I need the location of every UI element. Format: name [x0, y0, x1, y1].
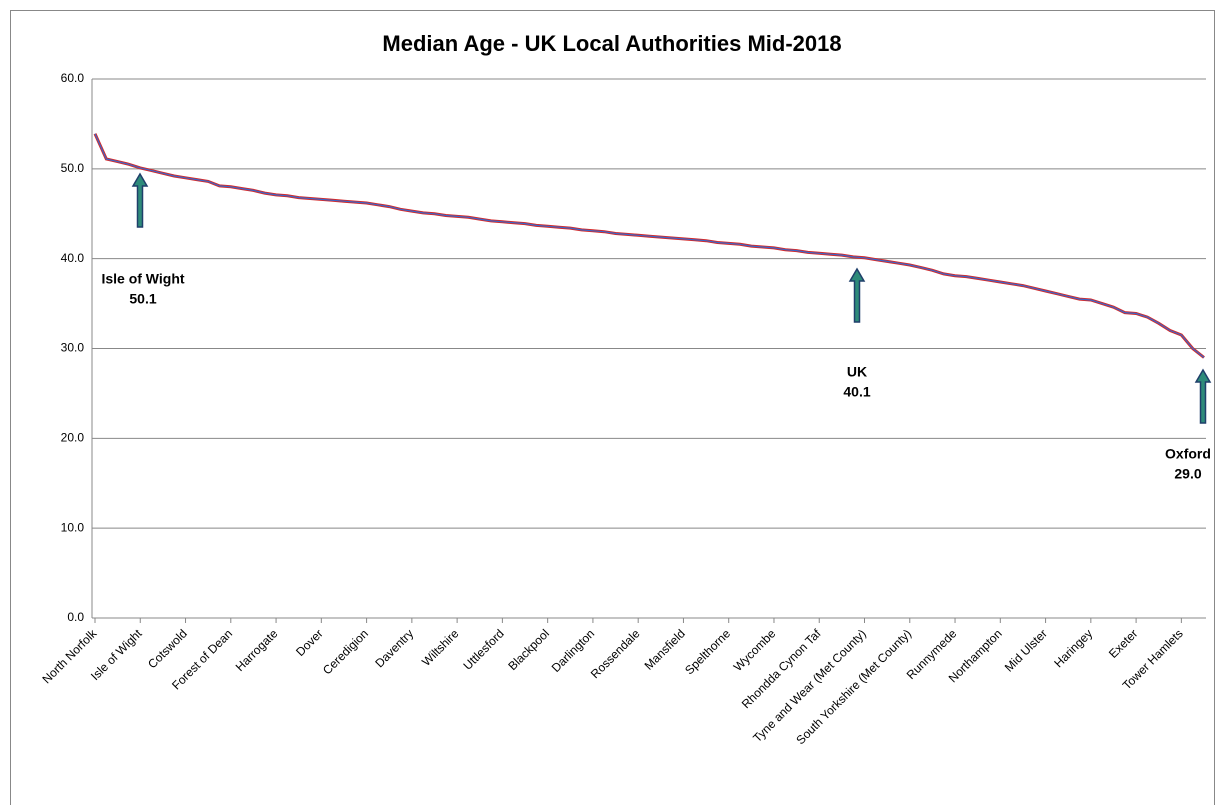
y-tick-label: 10.0	[61, 520, 85, 534]
y-tick-label: 20.0	[61, 431, 85, 445]
chart-title: Median Age - UK Local Authorities Mid-20…	[382, 31, 841, 56]
arrow	[131, 172, 149, 228]
arrow	[1194, 368, 1212, 424]
annotation: Isle of Wight	[101, 271, 184, 287]
y-tick-label: 40.0	[61, 251, 85, 265]
annotation: Oxford	[1165, 446, 1211, 462]
annotation: 40.1	[843, 384, 870, 400]
chart-frame	[10, 10, 1215, 805]
series-line-overlay	[94, 133, 1205, 358]
annotation: 50.1	[129, 291, 156, 307]
arrows	[131, 172, 1212, 424]
y-tick-label: 0.0	[67, 610, 84, 624]
y-tick-label: 60.0	[61, 71, 85, 85]
annotation: 29.0	[1174, 466, 1201, 482]
y-tick-label: 50.0	[61, 161, 85, 175]
arrow	[848, 267, 866, 323]
annotation: UK	[847, 364, 867, 380]
y-tick-label: 30.0	[61, 341, 85, 355]
